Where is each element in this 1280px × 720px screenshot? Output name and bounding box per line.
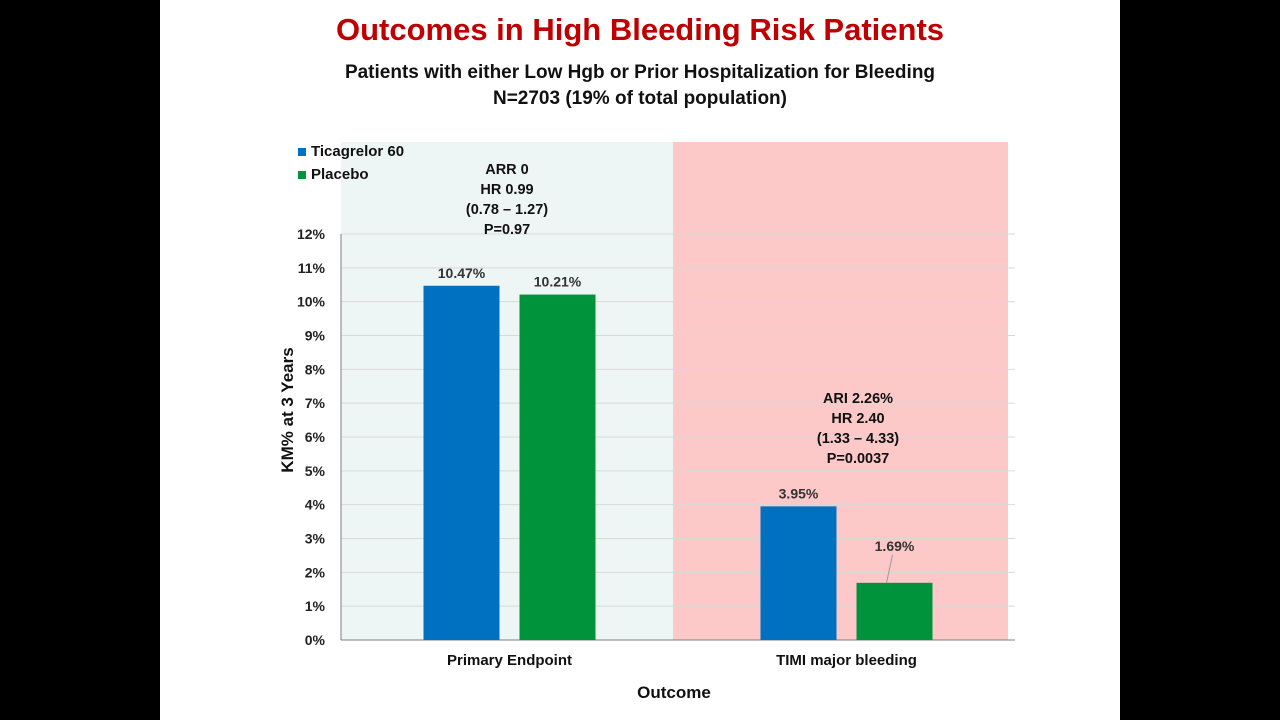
data-label: 10.21% bbox=[534, 274, 582, 290]
bar-placebo bbox=[519, 294, 596, 640]
annotation-text: ARI 2.26% bbox=[823, 391, 893, 407]
data-label: 3.95% bbox=[779, 485, 819, 501]
y-tick-label: 5% bbox=[305, 463, 326, 479]
annotation-text: P=0.0037 bbox=[827, 451, 890, 467]
annotation-text: P=0.97 bbox=[484, 222, 530, 238]
x-tick-label: Primary Endpoint bbox=[447, 652, 572, 669]
y-tick-label: 12% bbox=[297, 226, 326, 242]
data-label-leader bbox=[886, 554, 893, 583]
bar-chart: 0% 1% 2% 3% 4% 5% 6% 7% 8% 9% 10% 11% 12% 10.47% 10.21… bbox=[278, 142, 1015, 702]
y-tick-label: 6% bbox=[305, 429, 326, 445]
chart-title: Outcomes in High Bleeding Risk Patients bbox=[335, 12, 945, 47]
bar-ticagrelor bbox=[423, 285, 500, 640]
panel-primary-endpoint-bg bbox=[341, 142, 673, 640]
y-tick-label: 1% bbox=[305, 598, 326, 614]
annotation-text: (0.78 – 1.27) bbox=[466, 202, 548, 218]
y-tick-label: 8% bbox=[305, 361, 326, 377]
y-tick-label: 10% bbox=[297, 294, 326, 310]
panel-bleeding-bg bbox=[673, 142, 1008, 640]
chart-subtitle-line2: N=2703 (19% of total population) bbox=[492, 88, 787, 109]
legend-label: Ticagrelor 60 bbox=[311, 143, 404, 160]
bar-placebo bbox=[856, 582, 933, 640]
annotation-text: HR 0.99 bbox=[480, 182, 533, 198]
slide: Outcomes in High Bleeding Risk Patients … bbox=[160, 0, 1120, 720]
data-label: 10.47% bbox=[438, 265, 486, 281]
x-axis-title: Outcome bbox=[637, 683, 711, 702]
x-tick-label: TIMI major bleeding bbox=[776, 652, 917, 669]
annotation-text: (1.33 – 4.33) bbox=[817, 431, 899, 447]
annotation-text: HR 2.40 bbox=[831, 411, 884, 427]
legend-swatch-ticagrelor bbox=[298, 148, 306, 156]
chart-subtitle-line1: Patients with either Low Hgb or Prior Ho… bbox=[344, 62, 936, 83]
legend-swatch-placebo bbox=[298, 171, 306, 179]
y-tick-label: 4% bbox=[305, 497, 326, 513]
y-tick-label: 0% bbox=[305, 632, 326, 648]
y-tick-label: 7% bbox=[305, 395, 326, 411]
annotation-text: ARR 0 bbox=[485, 162, 529, 178]
y-tick-label: 2% bbox=[305, 564, 326, 580]
legend-label: Placebo bbox=[311, 166, 369, 183]
data-label: 1.69% bbox=[875, 538, 915, 554]
y-tick-label: 9% bbox=[305, 328, 326, 344]
bar-ticagrelor bbox=[760, 506, 837, 640]
y-axis-title: KM% at 3 Years bbox=[278, 347, 297, 472]
y-tick-label: 3% bbox=[305, 531, 326, 547]
y-tick-label: 11% bbox=[298, 260, 326, 276]
